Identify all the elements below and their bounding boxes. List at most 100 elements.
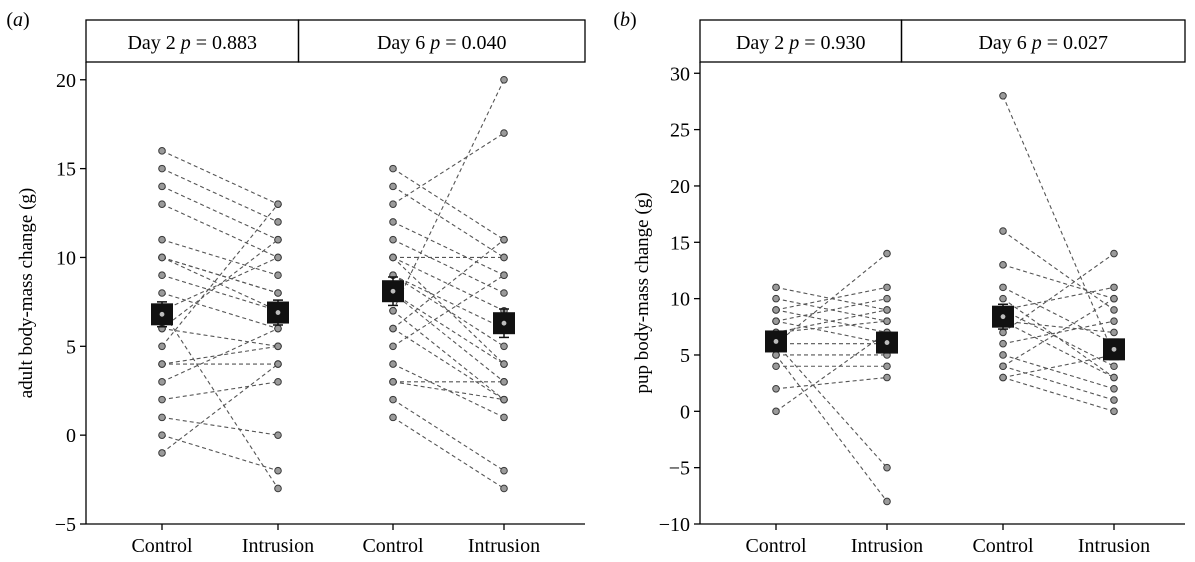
data-point <box>1110 328 1118 337</box>
data-point <box>389 200 397 208</box>
data-point <box>158 271 166 280</box>
data-point <box>999 261 1007 269</box>
data-point <box>158 289 166 297</box>
facet-strip <box>297 19 586 63</box>
data-point <box>389 342 397 351</box>
y-tick-label: 30 <box>670 63 690 85</box>
paired-line <box>392 274 505 330</box>
mean-center-dot <box>773 339 779 344</box>
y-tick-label: 20 <box>56 70 76 92</box>
data-point <box>772 407 780 416</box>
data-point <box>999 294 1007 303</box>
paired-line <box>161 381 279 401</box>
x-tick-label: Control <box>131 535 193 557</box>
y-tick-label: 10 <box>670 289 690 311</box>
paired-line <box>161 274 279 312</box>
data-point <box>389 306 397 315</box>
data-point <box>389 324 397 333</box>
mean-center-dot <box>884 340 890 345</box>
data-point <box>883 362 891 371</box>
data-point <box>274 378 282 386</box>
facet-strip-label: Day 6 p = 0.040 <box>377 32 507 54</box>
data-point <box>500 413 508 422</box>
paired-line <box>775 320 888 333</box>
data-point <box>883 373 891 382</box>
data-point <box>1110 249 1118 258</box>
data-point <box>274 200 282 208</box>
data-point <box>158 413 166 422</box>
data-point <box>883 294 891 303</box>
paired-line <box>1002 320 1115 333</box>
paired-line <box>775 253 888 345</box>
data-point <box>389 395 397 404</box>
y-tick-label: 0 <box>680 401 690 423</box>
y-tick-label: −10 <box>659 514 690 536</box>
data-point <box>158 360 166 368</box>
paired-line <box>775 320 888 345</box>
paired-line <box>1002 253 1115 333</box>
paired-line <box>1002 286 1115 311</box>
paired-line <box>161 363 279 454</box>
x-tick-label: Control <box>362 535 424 557</box>
data-point <box>883 306 891 314</box>
data-point <box>500 129 508 137</box>
facet-strip-label: Day 2 p = 0.930 <box>736 32 866 54</box>
data-point <box>500 289 508 297</box>
x-tick-label: Intrusion <box>468 535 540 557</box>
paired-line <box>161 150 279 205</box>
paired-line <box>392 221 505 276</box>
paired-line <box>1002 365 1115 401</box>
y-tick-label: 25 <box>670 120 690 142</box>
paired-line <box>392 292 505 383</box>
data-point <box>1110 294 1118 303</box>
data-point <box>274 431 282 439</box>
mean-center-dot <box>275 310 281 315</box>
data-point <box>158 378 166 386</box>
data-point <box>999 351 1007 359</box>
data-point <box>1110 306 1118 314</box>
paired-line <box>392 239 505 329</box>
data-point <box>389 235 397 244</box>
data-point <box>1110 317 1118 325</box>
paired-line <box>1002 298 1115 367</box>
paired-line <box>392 185 505 258</box>
data-point <box>1110 283 1118 292</box>
paired-line <box>392 132 505 205</box>
data-point <box>772 317 780 325</box>
paired-line <box>1002 95 1115 356</box>
paired-line <box>392 292 505 365</box>
data-point <box>999 373 1007 382</box>
data-point <box>158 449 166 457</box>
paired-line <box>161 256 279 294</box>
data-point <box>389 253 397 262</box>
data-point <box>158 235 166 244</box>
paired-line <box>392 381 505 401</box>
panel-a: (a) −5 0 5 10 15 20 adult body-mass change (g) C… <box>6 9 586 557</box>
paired-line <box>1002 320 1115 379</box>
paired-line <box>161 239 279 276</box>
data-point <box>883 317 891 325</box>
data-point <box>389 164 397 173</box>
data-point <box>158 200 166 208</box>
paired-line <box>392 168 505 241</box>
data-point <box>158 342 166 351</box>
paired-line <box>1002 298 1115 378</box>
paired-line <box>392 257 505 365</box>
data-point <box>1110 407 1118 416</box>
paired-line <box>161 310 279 489</box>
data-point <box>883 463 891 472</box>
data-point <box>389 413 397 422</box>
paired-line <box>392 79 505 312</box>
mean-center-dot <box>390 288 396 294</box>
paired-line <box>1002 376 1115 412</box>
data-point <box>1110 362 1118 371</box>
data-point <box>1110 384 1118 393</box>
panel-b: (b) −10 −5 0 5 10 15 20 25 30 pup body-mass change… <box>613 9 1186 557</box>
paired-line <box>392 310 505 401</box>
paired-line <box>392 399 505 472</box>
panel-label: (a) <box>6 9 29 31</box>
paired-line <box>392 328 505 401</box>
data-point <box>274 324 282 333</box>
paired-line <box>161 416 279 436</box>
data-point <box>158 164 166 173</box>
